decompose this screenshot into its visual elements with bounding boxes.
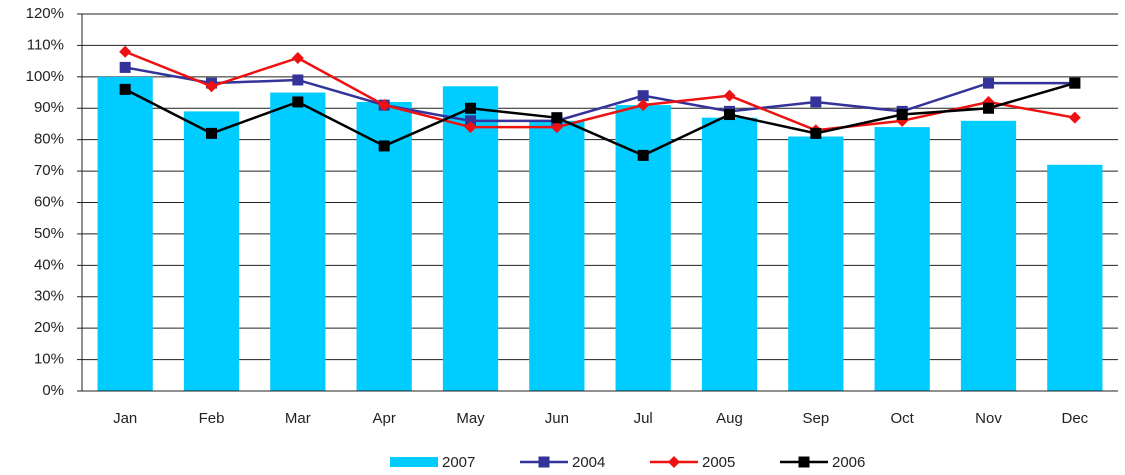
x-tick-label: May	[456, 410, 485, 427]
point	[723, 89, 736, 102]
point	[637, 149, 649, 161]
bar	[1047, 164, 1103, 391]
y-tick-label: 70%	[34, 162, 64, 179]
point	[464, 121, 477, 134]
y-tick-label: 20%	[34, 319, 64, 336]
y-tick-label: 100%	[26, 68, 64, 85]
line	[124, 66, 1075, 123]
point	[637, 90, 649, 102]
legend-marker	[668, 456, 680, 468]
x-tick-label: Jul	[634, 410, 653, 427]
point	[810, 127, 822, 139]
point	[292, 96, 304, 108]
line	[124, 50, 1076, 132]
point	[378, 140, 390, 152]
legend-label: 2004	[572, 454, 605, 471]
x-tick-label: Dec	[1061, 410, 1088, 427]
point	[1069, 77, 1081, 89]
bar	[701, 117, 758, 392]
y-tick-label: 90%	[34, 99, 64, 116]
point	[465, 102, 476, 114]
legend-marker	[538, 456, 550, 468]
point	[119, 45, 132, 58]
x-tick-label: Mar	[285, 410, 311, 427]
point	[206, 127, 217, 139]
y-tick-label: 110%	[27, 36, 64, 53]
x-tick-label: Feb	[199, 410, 225, 427]
point	[724, 109, 735, 121]
x-tick-label: Jan	[113, 410, 137, 427]
point	[205, 80, 218, 93]
point	[291, 51, 304, 64]
line	[124, 81, 1076, 157]
y-tick-label: 30%	[34, 288, 64, 305]
point	[810, 96, 822, 108]
point	[983, 77, 994, 89]
bar	[960, 120, 1017, 392]
legend-swatch	[390, 457, 438, 467]
bar	[183, 111, 240, 392]
point	[119, 61, 131, 73]
bar	[270, 92, 326, 392]
bar	[874, 127, 930, 391]
x-tick-label: Apr	[372, 410, 395, 427]
point	[378, 99, 391, 112]
bar	[97, 76, 153, 391]
point	[551, 112, 563, 124]
x-tick-label: Oct	[890, 410, 914, 427]
legend-label: 2007	[442, 454, 475, 471]
legend-label: 2005	[702, 454, 735, 471]
bar	[529, 120, 585, 392]
point	[896, 109, 908, 121]
point	[983, 102, 994, 114]
y-tick-label: 10%	[34, 351, 64, 368]
y-tick-label: 60%	[34, 193, 64, 210]
x-tick-label: Nov	[975, 410, 1002, 427]
point	[119, 83, 131, 95]
bar	[788, 136, 844, 391]
x-tick-label: Sep	[802, 410, 829, 427]
y-tick-label: 80%	[34, 131, 64, 148]
point	[637, 99, 650, 112]
legend-marker	[798, 456, 810, 468]
y-tick-label: 40%	[34, 256, 64, 273]
y-tick-label: 120%	[26, 5, 64, 22]
bar	[442, 86, 499, 391]
y-tick-label: 0%	[42, 382, 64, 399]
legend-label: 2006	[832, 454, 865, 471]
point	[465, 115, 476, 127]
point	[1068, 111, 1081, 124]
x-tick-label: Jun	[545, 410, 569, 427]
point	[550, 121, 563, 134]
x-tick-label: Aug	[716, 410, 743, 427]
y-tick-label: 50%	[34, 225, 64, 242]
point	[292, 74, 304, 86]
